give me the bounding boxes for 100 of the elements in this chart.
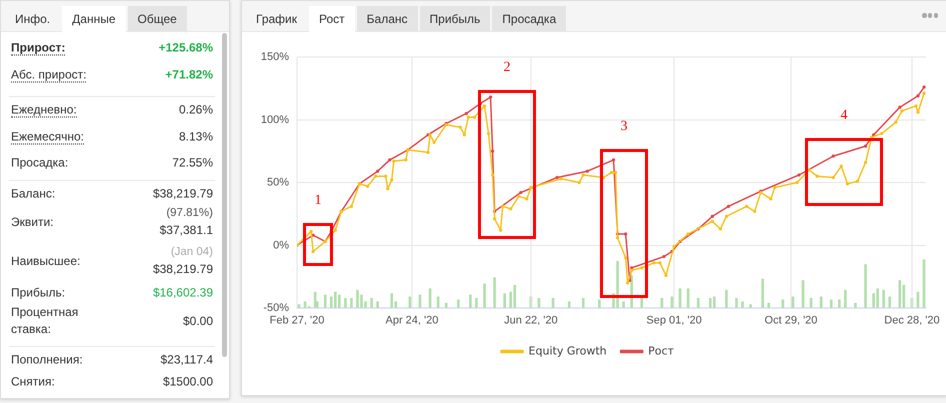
text: (Jan 04) $38,219.79 xyxy=(152,245,213,278)
bar xyxy=(640,298,644,308)
text: Рост xyxy=(309,6,355,32)
bar xyxy=(810,298,812,308)
bar xyxy=(436,296,440,308)
text: Процентная ставка: xyxy=(11,305,78,336)
bar xyxy=(469,294,472,308)
bar xyxy=(888,296,892,308)
text: Баланс: xyxy=(11,186,56,200)
annotation: 3 xyxy=(620,119,628,135)
point xyxy=(624,232,628,236)
bar xyxy=(408,296,412,308)
text: Прибыль: xyxy=(11,286,66,300)
bar xyxy=(493,277,496,308)
text: $1500.00 xyxy=(162,374,213,390)
text: Абс. прирост: xyxy=(11,68,86,82)
point xyxy=(832,154,835,158)
text: $16,602.39 xyxy=(152,284,213,302)
bar xyxy=(922,259,926,308)
legend-label: Equity Growth xyxy=(528,344,607,358)
point xyxy=(726,204,730,208)
bar xyxy=(686,288,690,308)
text: Инфо. xyxy=(14,11,52,28)
text: (97.81%) $37,381.1 xyxy=(160,206,213,239)
bar xyxy=(334,292,337,308)
text: Прирост: xyxy=(11,40,66,56)
point xyxy=(519,190,522,194)
bar xyxy=(820,296,822,308)
point xyxy=(864,144,868,148)
text: Наивысшее: xyxy=(11,254,80,268)
legend-label: Рост xyxy=(648,344,675,358)
y-tick-label: 150% xyxy=(260,51,290,64)
numbered-frame: 2 xyxy=(478,60,536,239)
bar xyxy=(864,264,867,308)
text: Просадка: xyxy=(11,156,68,170)
point xyxy=(797,173,801,177)
annotation: 1 xyxy=(314,193,322,209)
bar xyxy=(741,301,744,308)
point xyxy=(586,170,589,173)
text: Прибыль xyxy=(420,6,490,31)
bar xyxy=(761,278,764,308)
bar xyxy=(876,288,879,308)
text: +125.68% xyxy=(158,40,213,56)
bar xyxy=(513,284,516,308)
point xyxy=(488,96,492,99)
point xyxy=(710,214,714,218)
bar xyxy=(582,298,585,308)
bar xyxy=(898,280,902,308)
numbered-frame: 4 xyxy=(805,108,883,206)
bar xyxy=(350,298,353,308)
bar xyxy=(356,290,359,308)
numbered-frame: 3 xyxy=(600,119,648,298)
text: График xyxy=(255,11,298,28)
bar xyxy=(670,296,674,308)
annotation: 2 xyxy=(502,60,512,76)
point xyxy=(662,254,666,258)
bar xyxy=(483,284,486,308)
point xyxy=(916,94,920,98)
point xyxy=(612,158,616,162)
bar xyxy=(735,298,738,308)
text: 0.26% xyxy=(178,102,213,118)
text: 72.55% xyxy=(172,154,213,172)
bar xyxy=(338,294,341,308)
bar xyxy=(475,298,478,308)
point xyxy=(490,150,494,153)
point xyxy=(376,170,380,173)
bar xyxy=(660,298,664,308)
bar xyxy=(708,298,712,308)
point xyxy=(555,176,559,180)
bar xyxy=(370,298,373,308)
text: $0.00 xyxy=(182,312,213,330)
text: Ежедневно: xyxy=(11,102,77,118)
bar xyxy=(696,298,700,308)
text: +71.82% xyxy=(165,66,213,84)
text: 8.13% xyxy=(178,128,213,146)
bar xyxy=(298,304,300,308)
text: Данные xyxy=(62,6,126,32)
text: Баланс xyxy=(356,6,418,31)
bar xyxy=(725,290,728,308)
text: $23,117.4 xyxy=(160,352,213,368)
x-tick-label: Oct 29, '20 xyxy=(764,314,818,327)
y-tick-label: 50% xyxy=(266,176,290,189)
y-tick-label: -50% xyxy=(263,302,290,314)
bar xyxy=(792,296,794,308)
point xyxy=(898,106,902,109)
annotation: 4 xyxy=(840,108,848,124)
numbered-frame: 1 xyxy=(303,193,333,266)
bar xyxy=(418,294,422,308)
point xyxy=(630,266,634,270)
text: Общее xyxy=(128,6,187,31)
bar xyxy=(552,298,554,308)
bar xyxy=(712,296,716,308)
bar xyxy=(324,294,327,308)
x-tick-label: Jun 22, '20 xyxy=(504,314,558,327)
bar xyxy=(844,290,847,308)
text: Ежемесячно: xyxy=(11,130,84,144)
bar xyxy=(802,280,804,308)
point xyxy=(388,158,392,162)
bar xyxy=(854,302,857,308)
bar xyxy=(916,292,920,308)
